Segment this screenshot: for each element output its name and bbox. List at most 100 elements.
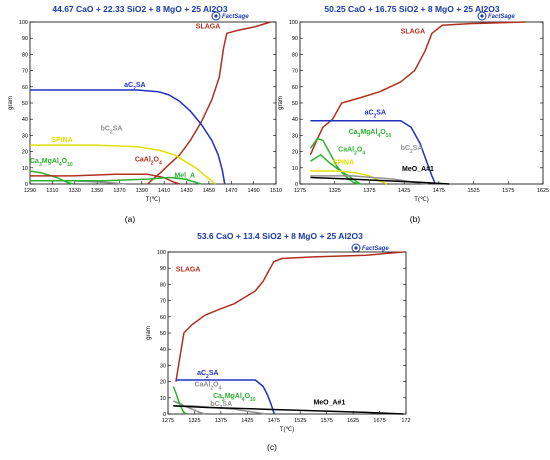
- y-tick-label: 30: [22, 133, 28, 139]
- series-line-meo-a-1: [310, 176, 450, 185]
- series-label: CaAl2O4: [194, 381, 221, 391]
- y-tick-label: 100: [19, 20, 28, 26]
- y-tick-label: 20: [160, 380, 166, 386]
- series-label: bC2SA: [101, 126, 123, 136]
- y-tick-label: 70: [22, 69, 28, 75]
- series-label: SLAGA: [176, 266, 201, 273]
- x-tick-label: 1525: [294, 418, 306, 424]
- x-tick-label: 1370: [113, 188, 125, 194]
- y-tick-label: 70: [160, 299, 166, 305]
- y-tick-label: 30: [160, 363, 166, 369]
- panel-caption: (b): [410, 214, 421, 224]
- y-tick-label: 80: [292, 52, 298, 58]
- series-line-slaga: [309, 21, 526, 156]
- plot-area: [299, 21, 544, 185]
- series-label: aC2SA: [124, 82, 145, 92]
- series-line-caal2o4: [310, 154, 361, 185]
- series-label: aC2SA: [197, 370, 218, 380]
- x-tick-label: 1330: [69, 188, 81, 194]
- series-line-ac2sa: [175, 379, 276, 415]
- x-tick-label: 1475: [268, 418, 280, 424]
- x-tick-label: 1410: [158, 188, 170, 194]
- x-tick-label: 1375: [215, 418, 227, 424]
- x-tick-label: 1625: [537, 188, 549, 194]
- svg-text:FactSage: FactSage: [488, 14, 515, 20]
- y-tick-label: 10: [160, 396, 166, 402]
- series-label: Mel_A: [174, 173, 195, 180]
- y-tick-label: 80: [22, 52, 28, 58]
- chart-panel-1: 44.67 CaO + 22.33 SiO2 + 8 MgO + 25 Al2O…: [8, 4, 282, 224]
- series-line-slaga: [147, 21, 271, 185]
- factsage-logo: FactSage: [211, 11, 249, 21]
- y-axis-label: gram: [146, 326, 152, 340]
- x-tick-label: 1390: [136, 188, 148, 194]
- svg-text:FactSage: FactSage: [222, 14, 249, 20]
- y-tick-label: 60: [22, 85, 28, 91]
- x-tick-label: 1450: [203, 188, 215, 194]
- x-axis-label: T(℃): [146, 197, 160, 203]
- x-tick-label: 1510: [270, 188, 282, 194]
- plot-area: [167, 251, 407, 415]
- x-tick-label: 1350: [91, 188, 103, 194]
- series-label: SPINA: [333, 160, 354, 167]
- chart-panel-2: 50.25 CaO + 16.75 SiO2 + 8 MgO + 25 Al2O…: [278, 4, 549, 224]
- series-label: MeO_A#1: [313, 399, 345, 406]
- x-tick-label: 172: [401, 418, 410, 424]
- y-axis-label: gram: [8, 96, 14, 110]
- y-tick-label: 40: [160, 347, 166, 353]
- x-tick-label: 1430: [180, 188, 192, 194]
- x-tick-label: 1470: [225, 188, 237, 194]
- series-label: Ca3MgAl4O10: [30, 158, 73, 168]
- x-tick-label: 1325: [188, 418, 200, 424]
- y-tick-label: 60: [160, 315, 166, 321]
- series-line-mel-a: [30, 176, 202, 185]
- y-tick-label: 0: [295, 182, 298, 188]
- series-label: CaAl2O4: [338, 147, 365, 157]
- x-axis-label: T(℃): [414, 197, 428, 203]
- series-line-ac2sa: [310, 120, 437, 185]
- panel-caption: (c): [267, 442, 277, 452]
- chart-title: 53.6 CaO + 13.4 SiO2 + 8 MgO + 25 Al2O3: [197, 231, 363, 241]
- y-tick-label: 0: [25, 182, 28, 188]
- y-tick-label: 40: [22, 117, 28, 123]
- series-line-spina: [30, 144, 216, 185]
- y-tick-label: 20: [22, 150, 28, 156]
- y-tick-label: 100: [157, 250, 166, 256]
- series-line-ca3mgal4o10: [172, 386, 187, 415]
- y-axis-label: gram: [278, 96, 284, 110]
- y-tick-label: 50: [292, 101, 298, 107]
- x-tick-label: 1575: [502, 188, 514, 194]
- y-tick-label: 20: [292, 150, 298, 156]
- series-label: SLAGA: [401, 28, 426, 35]
- chart-title: 50.25 CaO + 16.75 SiO2 + 8 MgO + 25 Al2O…: [324, 4, 499, 14]
- x-tick-label: 1290: [24, 188, 36, 194]
- series-label: aC2SA: [365, 109, 386, 119]
- series-line-ac2sa: [30, 89, 226, 185]
- x-tick-label: 1375: [363, 188, 375, 194]
- series-line-caal2o4: [30, 173, 180, 185]
- series-label: SPINA: [51, 137, 72, 144]
- panel-caption: (a): [125, 214, 136, 224]
- series-line-slaga: [175, 251, 404, 382]
- series-label: MeO_A#1: [402, 166, 434, 173]
- y-tick-label: 40: [292, 117, 298, 123]
- x-axis-label: T(℃): [280, 427, 294, 433]
- y-tick-label: 70: [292, 69, 298, 75]
- y-tick-label: 50: [160, 331, 166, 337]
- y-tick-label: 80: [160, 282, 166, 288]
- chart-title: 44.67 CaO + 22.33 SiO2 + 8 MgO + 25 Al2O…: [52, 4, 227, 14]
- y-tick-label: 60: [292, 85, 298, 91]
- x-tick-label: 1275: [294, 188, 306, 194]
- svg-text:FactSage: FactSage: [362, 246, 389, 252]
- series-line-ca3mgal4o10: [309, 137, 360, 185]
- x-tick-label: 1675: [373, 418, 385, 424]
- y-tick-label: 50: [22, 101, 28, 107]
- y-tick-label: 10: [22, 166, 28, 172]
- series-line-caal2o4: [173, 400, 206, 415]
- series-label: Ca3MgAl4O10: [213, 393, 256, 403]
- x-tick-label: 1575: [321, 418, 333, 424]
- y-tick-label: 90: [22, 36, 28, 42]
- y-tick-label: 100: [289, 20, 298, 26]
